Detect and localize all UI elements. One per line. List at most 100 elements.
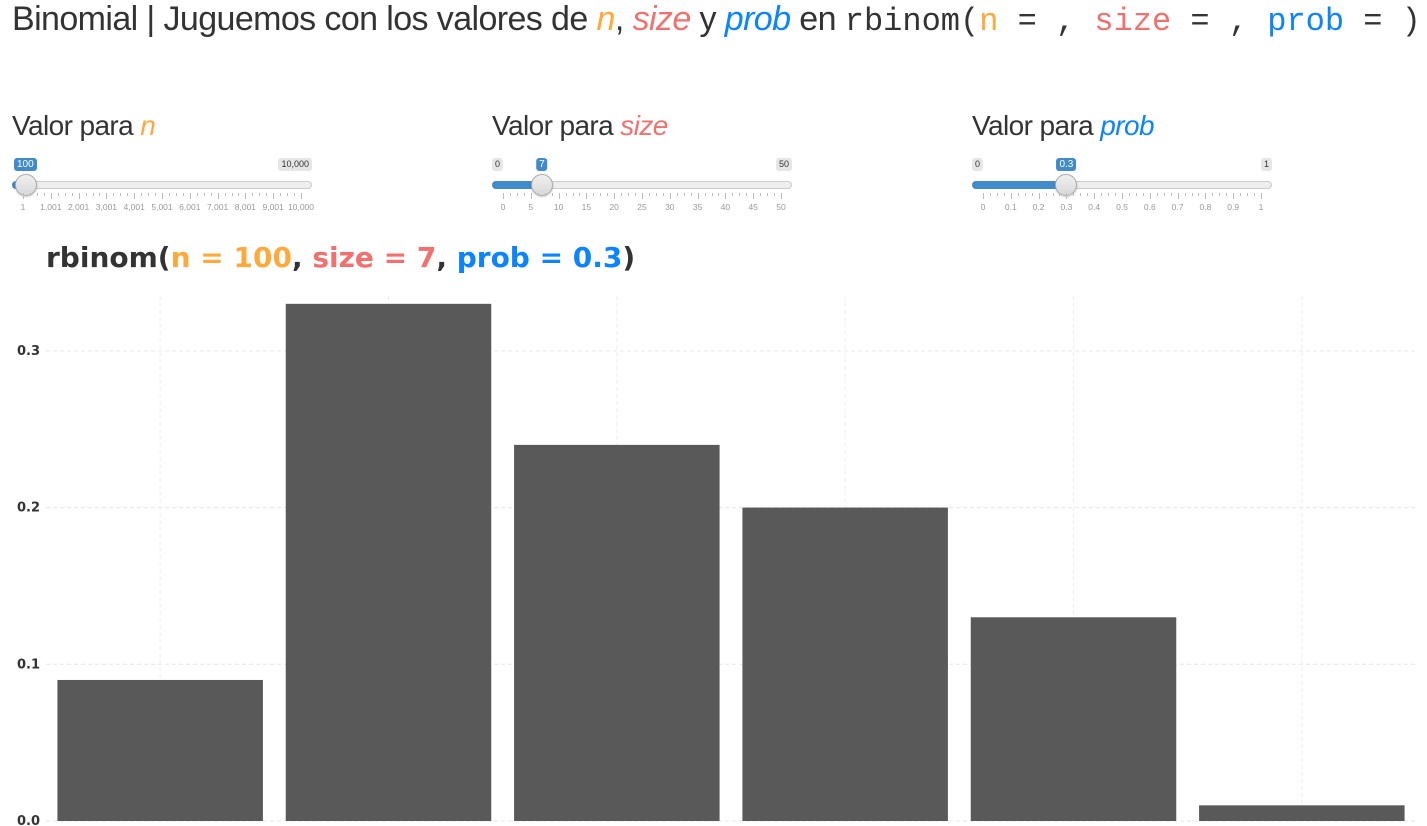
code-sep1: , bbox=[291, 241, 313, 274]
slider-tick-label: 4,001 bbox=[123, 202, 145, 212]
slider-tick bbox=[203, 193, 205, 196]
slider-tick-label: 10 bbox=[553, 202, 564, 212]
slider-tick bbox=[1233, 193, 1235, 199]
slider-tick bbox=[683, 193, 685, 196]
slider-n-handle[interactable] bbox=[14, 174, 37, 196]
slider-tick bbox=[1219, 193, 1221, 196]
slider-tick bbox=[217, 193, 219, 199]
slider-tick bbox=[669, 193, 671, 199]
slider-tick bbox=[711, 193, 713, 196]
slider-tick bbox=[85, 193, 87, 196]
slider-tick bbox=[1226, 193, 1228, 196]
slider-tick-label: 1 bbox=[20, 202, 26, 212]
slider-tick bbox=[1191, 193, 1193, 196]
slider-prob-min-badge: 0 bbox=[972, 158, 984, 171]
slider-tick bbox=[989, 193, 991, 196]
slider-size-label-prefix: Valor para bbox=[492, 110, 621, 141]
slider-prob[interactable]: 0 1 0.3 0 0.1 0.2 0.3 0.4 0.5 0.6 0.7 0.8 0.9 1 bbox=[972, 156, 1272, 216]
slider-tick bbox=[189, 193, 191, 199]
slider-tick bbox=[1003, 193, 1005, 196]
slider-tick bbox=[252, 193, 254, 196]
slider-tick-label: 3,001 bbox=[95, 202, 118, 212]
title-comma: , bbox=[614, 0, 624, 38]
slider-tick bbox=[57, 193, 59, 196]
slider-size-handle[interactable] bbox=[530, 174, 553, 196]
slider-tick bbox=[245, 193, 247, 199]
slider-tick bbox=[1177, 193, 1179, 199]
slider-tick bbox=[1135, 193, 1137, 196]
slider-tick bbox=[1045, 193, 1047, 196]
slider-tick bbox=[231, 193, 233, 196]
slider-tick-label: 30 bbox=[665, 202, 675, 212]
slider-tick bbox=[676, 193, 678, 196]
title-code-n: n bbox=[979, 3, 999, 40]
slider-tick-label: 45 bbox=[748, 202, 758, 212]
slider-prob-group: Valor para prob 0 1 0.3 0 0.1 0.2 0.3 0.4 0.5… bbox=[972, 106, 1272, 218]
slider-tick bbox=[238, 193, 240, 196]
slider-tick bbox=[1240, 193, 1242, 196]
slider-n-label: Valor para n bbox=[12, 106, 312, 146]
slider-tick-label: 1 bbox=[1258, 202, 1264, 212]
slider-tick bbox=[607, 193, 609, 196]
slider-tick-label: 25 bbox=[637, 202, 647, 212]
slider-n-group: Valor para n 100 10,000 1 1,001 2,001 3,001… bbox=[12, 106, 314, 218]
slider-tick bbox=[1066, 193, 1068, 199]
slider-tick bbox=[551, 193, 553, 196]
slider-tick bbox=[1142, 193, 1144, 196]
slider-tick bbox=[1149, 193, 1151, 199]
slider-tick bbox=[1170, 193, 1172, 196]
title-code-eq2: = , bbox=[1171, 3, 1268, 40]
slider-tick bbox=[1010, 193, 1012, 199]
slider-tick-label: 0 bbox=[500, 202, 506, 212]
slider-tick bbox=[134, 193, 136, 199]
slider-tick bbox=[1205, 193, 1207, 199]
slider-tick bbox=[635, 193, 637, 196]
slider-tick bbox=[593, 193, 595, 196]
slider-size-min-badge: 0 bbox=[492, 158, 504, 171]
slider-tick bbox=[64, 193, 66, 196]
slider-n-track[interactable] bbox=[12, 181, 312, 189]
slider-tick-label: 0 bbox=[980, 202, 986, 212]
slider-tick-label: 50 bbox=[776, 202, 786, 212]
slider-tick bbox=[287, 193, 289, 196]
code-close: ) bbox=[622, 241, 636, 274]
slider-tick bbox=[628, 193, 630, 196]
slider-tick bbox=[301, 193, 302, 199]
slider-tick-label: 5,001 bbox=[151, 202, 173, 212]
slider-tick bbox=[175, 193, 177, 196]
slider-tick bbox=[294, 193, 296, 196]
bar-0 bbox=[57, 679, 263, 821]
slider-tick-label: 0.8 bbox=[1199, 202, 1212, 212]
y-tick-label: 0.0 bbox=[17, 814, 40, 826]
slider-tick bbox=[1059, 193, 1061, 196]
slider-tick bbox=[516, 193, 518, 196]
slider-tick-label: 2,001 bbox=[67, 202, 90, 212]
slider-prob-max-badge: 1 bbox=[1260, 158, 1272, 171]
slider-tick bbox=[648, 193, 650, 196]
slider-tick bbox=[509, 193, 511, 196]
slider-tick bbox=[1024, 193, 1026, 196]
slider-tick bbox=[78, 193, 80, 199]
slider-prob-label: Valor para prob bbox=[972, 106, 1272, 146]
slider-tick bbox=[1031, 193, 1033, 196]
slider-tick bbox=[1128, 193, 1130, 196]
slider-prob-value-badge: 0.3 bbox=[1056, 158, 1077, 171]
title-code: rbinom(n = , size = , prob = ) bbox=[845, 3, 1421, 40]
slider-tick-label: 35 bbox=[692, 202, 703, 212]
slider-tick-label: 0.3 bbox=[1060, 202, 1073, 212]
title-en-word: en bbox=[799, 0, 836, 38]
slider-tick bbox=[530, 193, 532, 199]
slider-prob-label-prefix: Valor para bbox=[972, 110, 1101, 141]
slider-size[interactable]: 0 50 7 0 5 10 15 20 25 30 35 40 45 50 bbox=[492, 156, 792, 216]
title-code-eq1: = , bbox=[998, 3, 1095, 40]
slider-n[interactable]: 100 10,000 1 1,001 2,001 3,001 4,001 5,001 6,0… bbox=[12, 156, 314, 216]
slider-prob-label-var: prob bbox=[1100, 110, 1154, 141]
slider-tick bbox=[1115, 193, 1117, 196]
code-sep2: , bbox=[436, 241, 457, 274]
slider-tick bbox=[50, 193, 52, 199]
title-y-word: y bbox=[699, 0, 717, 38]
slider-tick bbox=[127, 193, 129, 196]
slider-n-grid: 1 1,001 2,001 3,001 4,001 5,001 6,001 7,001 8,00… bbox=[12, 193, 314, 213]
slider-tick bbox=[781, 193, 782, 199]
bar-3 bbox=[742, 507, 948, 821]
